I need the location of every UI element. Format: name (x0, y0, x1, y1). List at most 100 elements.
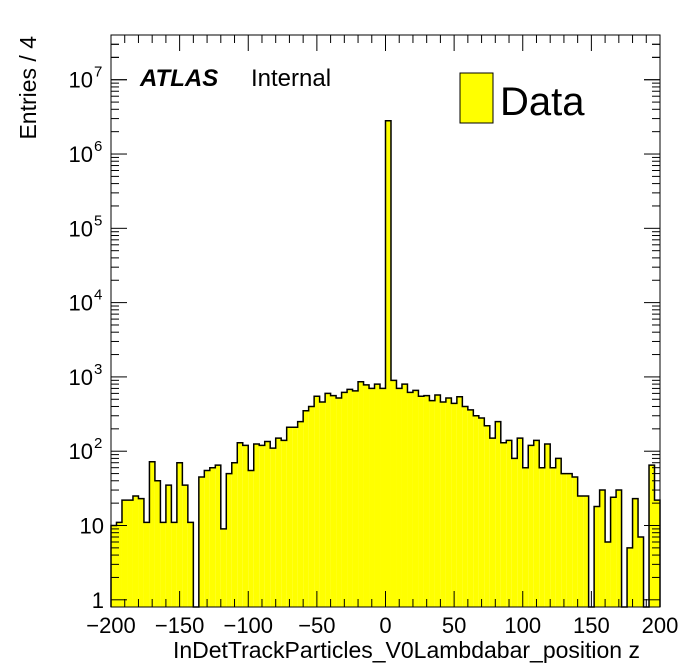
y-tick-label: 10 (80, 514, 104, 539)
histogram-bar (583, 495, 589, 607)
histogram-bar (116, 522, 122, 607)
histogram-bar (341, 392, 348, 607)
histogram-bar (303, 410, 309, 607)
histogram-bar (215, 465, 221, 607)
histogram-bar (270, 448, 276, 607)
histogram-bar (352, 390, 359, 607)
x-axis-title: InDetTrackParticles_V0Lambdabar_position… (173, 637, 640, 663)
histogram-bar (544, 444, 551, 607)
histogram-bar (451, 403, 457, 607)
histogram-bar (440, 401, 446, 607)
internal-label: Internal (251, 65, 331, 92)
histogram-bar (412, 390, 419, 607)
histogram-bar (401, 384, 408, 607)
histogram-bar (594, 506, 600, 607)
histogram-bar (171, 522, 177, 607)
y-axis-title: Entries / 4 (15, 36, 41, 140)
x-tick-label: −200 (86, 613, 136, 638)
histogram-bar (467, 409, 474, 607)
histogram-bar (226, 473, 232, 607)
histogram-bar (396, 388, 402, 607)
histogram-bar (577, 495, 584, 607)
histogram-bar (380, 388, 386, 607)
y-tick-label: 10 (69, 68, 93, 93)
histogram-bar (489, 438, 496, 607)
histogram-bar (473, 415, 479, 607)
histogram-bar (308, 406, 315, 607)
histogram-bar (242, 445, 249, 607)
histogram-bar (292, 427, 298, 607)
legend-entry-data: Data (500, 80, 585, 124)
histogram-bar (495, 421, 501, 607)
histogram-bar (121, 500, 128, 607)
histogram-bar (176, 462, 183, 607)
histogram-outline (110, 120, 661, 608)
histogram-bar (198, 476, 205, 607)
histogram-bar (165, 485, 172, 607)
histogram-bar (248, 470, 254, 607)
histogram-bar (253, 444, 260, 607)
histogram-bar (209, 467, 216, 607)
histogram-bar (654, 500, 660, 607)
histogram-bar (160, 522, 166, 607)
histogram-bar (385, 120, 391, 607)
y-tick-label: 10 (69, 439, 93, 464)
histogram-bar (605, 541, 611, 607)
histogram-bar (187, 522, 194, 607)
histogram-bar (517, 438, 523, 607)
histogram-bar (407, 392, 413, 607)
histogram-bar (500, 442, 507, 607)
histogram-bar (484, 425, 490, 607)
histogram-bar (418, 396, 424, 607)
histogram-bar (632, 498, 639, 607)
y-tick-label: 10 (69, 365, 93, 390)
histogram-bar (149, 461, 155, 607)
histogram-bar (649, 465, 655, 607)
histogram-bar (127, 500, 133, 607)
histogram-bar (434, 395, 441, 607)
histogram-bar (423, 395, 430, 607)
legend-swatch (459, 72, 494, 124)
y-tick-label: 10 (69, 142, 93, 167)
histogram-bar (528, 445, 534, 607)
histogram-bar (286, 427, 293, 607)
histogram-bar (237, 442, 243, 607)
x-tick-label: −50 (298, 613, 335, 638)
histogram-bar (259, 445, 265, 607)
histogram-bar (275, 438, 282, 607)
histogram-bar (616, 490, 622, 607)
histogram-bar (231, 462, 238, 607)
histogram-bar (138, 498, 144, 607)
histogram-bar (610, 497, 617, 607)
y-tick-exponent: 7 (94, 64, 102, 81)
atlas-label: ATLAS (139, 65, 218, 92)
x-tick-label: 100 (504, 613, 541, 638)
histogram-bars (110, 120, 661, 608)
y-tick-exponent: 6 (94, 138, 102, 155)
histogram-bar (182, 485, 188, 607)
x-tick-label: −150 (155, 613, 205, 638)
histogram-bar (445, 398, 452, 607)
histogram-bar (462, 406, 468, 607)
histogram-bar (555, 458, 562, 607)
histogram-bar (330, 395, 337, 607)
histogram-bar (325, 393, 331, 607)
y-tick-exponent: 5 (94, 212, 102, 229)
histogram-bar (390, 380, 397, 607)
histogram-bar (511, 458, 518, 607)
histogram-bar (561, 473, 567, 607)
x-axis-ticks: −200 −150 −100 −50 0 50 100 150 200 (86, 35, 678, 638)
histogram-bar (627, 547, 633, 607)
histogram-bar (533, 440, 540, 607)
y-tick-label: 10 (69, 291, 93, 316)
histogram-bar (297, 421, 304, 607)
histogram-bar (314, 396, 320, 607)
legend: Data (459, 72, 585, 124)
histogram-bar (363, 384, 370, 607)
histogram-bar (539, 467, 545, 607)
histogram-bar (506, 440, 512, 607)
x-tick-label: 50 (442, 613, 466, 638)
histogram-bar (336, 398, 342, 607)
